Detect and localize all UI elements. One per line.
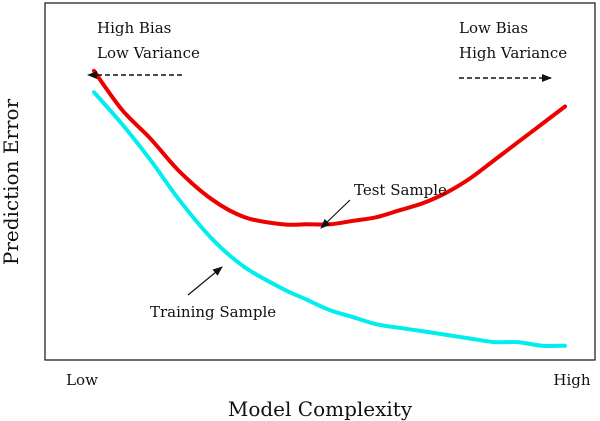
training-sample-pointer: [187, 266, 223, 296]
annotation-low-bias: Low Bias: [459, 19, 528, 37]
annotation-high-bias: High Bias: [97, 19, 171, 37]
annotation-low-variance: Low Variance: [97, 44, 200, 62]
series-line-test-sample: [92, 68, 567, 227]
test-sample-pointer: [320, 199, 351, 229]
training-sample-label: Training Sample: [150, 303, 276, 321]
plot-frame: [44, 2, 596, 361]
x-tick-low: Low: [66, 371, 98, 389]
test-sample-label: Test Sample: [354, 181, 447, 199]
series-line-training-sample: [92, 90, 567, 348]
x-axis-title: Model Complexity: [228, 397, 413, 421]
series-layer: [92, 68, 567, 348]
y-axis-title: Prediction Error: [0, 98, 23, 265]
annotation-high-variance: High Variance: [459, 44, 567, 62]
x-tick-high: High: [553, 371, 590, 389]
